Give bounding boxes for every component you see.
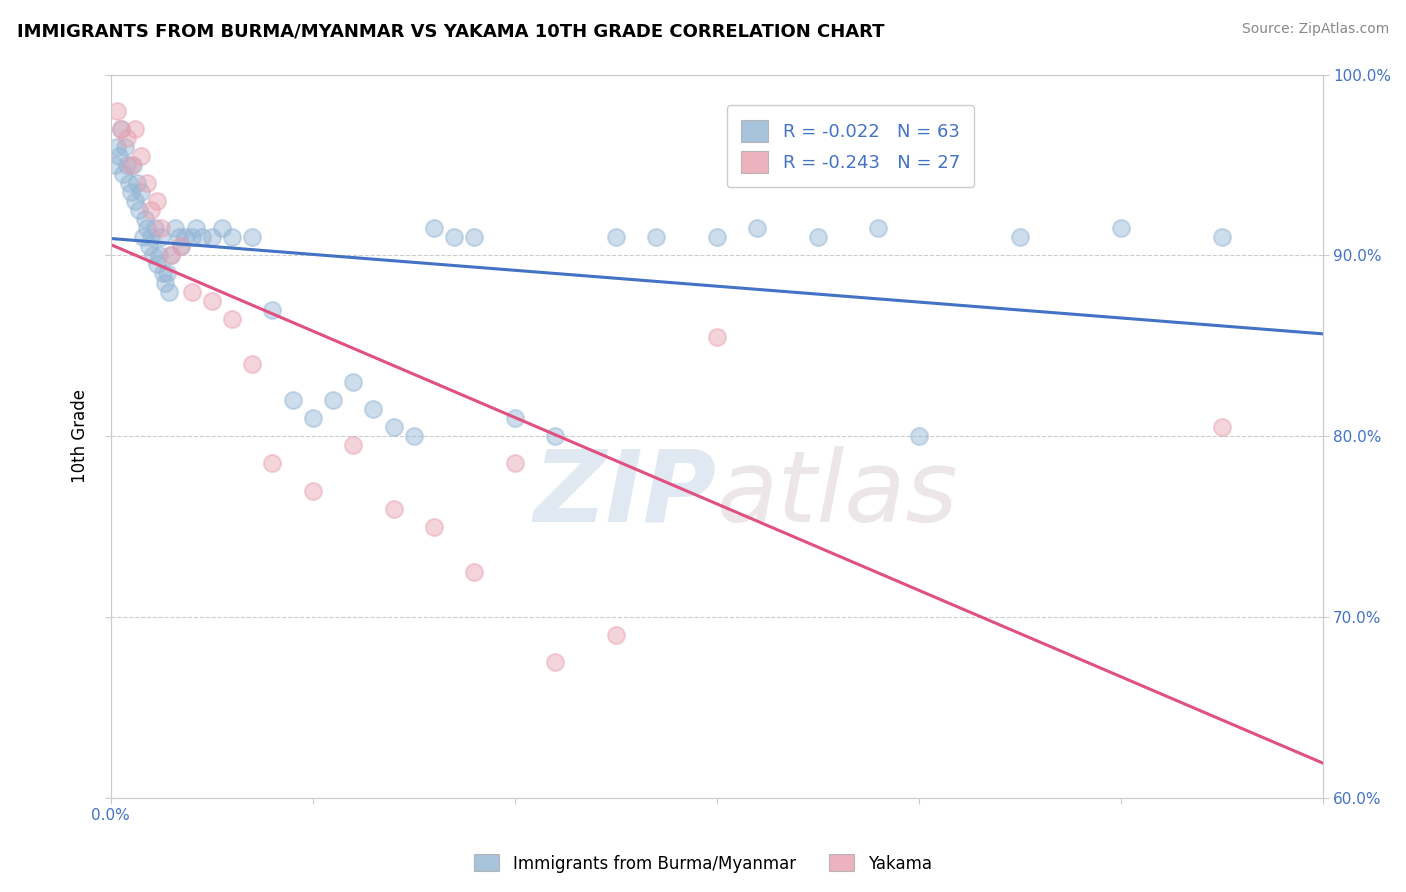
Point	[160, 248, 183, 262]
Point	[132, 230, 155, 244]
Point	[115, 158, 138, 172]
Point	[111, 167, 134, 181]
Point	[136, 221, 159, 235]
Point	[605, 628, 627, 642]
Point	[605, 230, 627, 244]
Point	[105, 103, 128, 118]
Point	[174, 230, 197, 244]
Point	[1109, 221, 1132, 235]
Point	[645, 230, 668, 244]
Point	[136, 176, 159, 190]
Point	[165, 221, 187, 235]
Point	[105, 140, 128, 154]
Point	[150, 230, 173, 244]
Point	[240, 230, 263, 244]
Point	[322, 393, 344, 408]
Point	[170, 239, 193, 253]
Point	[262, 302, 284, 317]
Point	[423, 221, 446, 235]
Point	[122, 158, 145, 172]
Point	[301, 483, 323, 498]
Point	[138, 239, 160, 253]
Point	[190, 230, 212, 244]
Point	[141, 230, 163, 244]
Point	[143, 221, 166, 235]
Point	[1211, 230, 1233, 244]
Point	[118, 176, 141, 190]
Point	[104, 158, 127, 172]
Point	[907, 429, 929, 443]
Point	[141, 203, 163, 218]
Point	[503, 411, 526, 425]
Point	[544, 656, 567, 670]
Point	[382, 420, 405, 434]
Point	[221, 311, 243, 326]
Point	[402, 429, 425, 443]
Point	[124, 121, 146, 136]
Point	[463, 565, 485, 579]
Point	[150, 221, 173, 235]
Text: ZIP: ZIP	[534, 446, 717, 542]
Point	[706, 230, 728, 244]
Point	[124, 194, 146, 208]
Point	[262, 457, 284, 471]
Point	[240, 357, 263, 371]
Point	[503, 457, 526, 471]
Point	[115, 131, 138, 145]
Point	[201, 230, 224, 244]
Point	[108, 149, 131, 163]
Point	[110, 121, 132, 136]
Point	[160, 248, 183, 262]
Text: atlas: atlas	[717, 446, 959, 542]
Point	[157, 285, 180, 299]
Point	[156, 267, 179, 281]
Point	[129, 149, 152, 163]
Point	[342, 438, 364, 452]
Point	[423, 520, 446, 534]
Point	[443, 230, 465, 244]
Legend: Immigrants from Burma/Myanmar, Yakama: Immigrants from Burma/Myanmar, Yakama	[468, 847, 938, 880]
Point	[868, 221, 890, 235]
Point	[180, 285, 202, 299]
Point	[463, 230, 485, 244]
Point	[128, 203, 150, 218]
Point	[382, 501, 405, 516]
Point	[125, 176, 148, 190]
Point	[129, 185, 152, 199]
Point	[211, 221, 233, 235]
Point	[706, 330, 728, 344]
Point	[146, 257, 169, 271]
Point	[169, 230, 191, 244]
Point	[152, 267, 174, 281]
Point	[170, 239, 193, 253]
Point	[221, 230, 243, 244]
Point	[134, 212, 156, 227]
Point	[110, 121, 132, 136]
Legend: R = -0.022   N = 63, R = -0.243   N = 27: R = -0.022 N = 63, R = -0.243 N = 27	[727, 105, 974, 187]
Point	[148, 248, 170, 262]
Point	[114, 140, 136, 154]
Point	[180, 230, 202, 244]
Text: IMMIGRANTS FROM BURMA/MYANMAR VS YAKAMA 10TH GRADE CORRELATION CHART: IMMIGRANTS FROM BURMA/MYANMAR VS YAKAMA …	[17, 22, 884, 40]
Point	[120, 185, 142, 199]
Point	[807, 230, 830, 244]
Point	[301, 411, 323, 425]
Text: Source: ZipAtlas.com: Source: ZipAtlas.com	[1241, 22, 1389, 37]
Point	[120, 158, 142, 172]
Point	[155, 276, 177, 290]
Point	[1008, 230, 1031, 244]
Point	[544, 429, 567, 443]
Point	[184, 221, 207, 235]
Point	[201, 293, 224, 308]
Point	[281, 393, 304, 408]
Point	[146, 194, 169, 208]
Point	[342, 375, 364, 389]
Point	[363, 402, 385, 417]
Point	[745, 221, 768, 235]
Point	[1211, 420, 1233, 434]
Y-axis label: 10th Grade: 10th Grade	[72, 389, 89, 483]
Point	[142, 248, 165, 262]
